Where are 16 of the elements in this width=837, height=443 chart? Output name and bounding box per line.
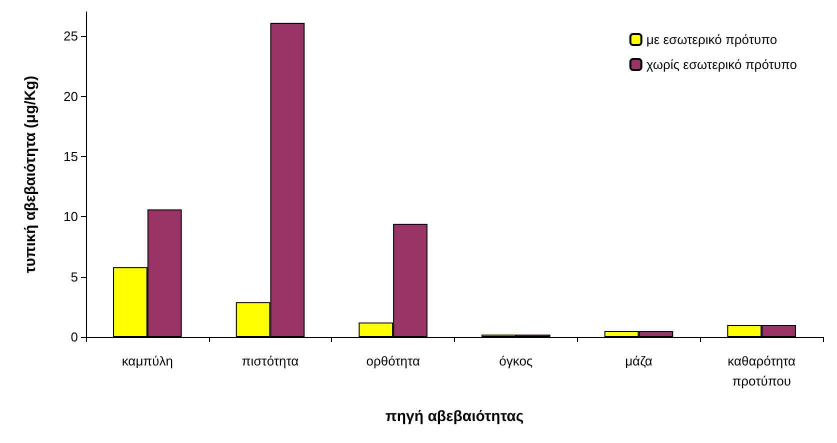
x-tick-label: ορθότητα [366,354,420,368]
x-tick-label: όγκος [499,354,533,368]
legend-label: χωρίς εσωτερικό πρότυπο [646,57,798,72]
y-axis-title: τυπική αβεβαιότητα (μg/Kg) [22,76,39,274]
y-tick-label: 15 [64,148,78,164]
x-tick-label: μάζα [625,354,653,368]
x-tick-label: καθαρότητα προτύπου [728,354,796,388]
x-tick-label: πιστότητα [242,354,300,368]
y-tick-label: 10 [64,209,78,224]
y-tick-label: 0 [70,330,78,344]
y-tick-label: 25 [64,28,78,44]
y-tick-label: 20 [64,88,78,104]
x-tick-label: καμπύλη [122,354,173,368]
x-axis-title: πηγή αβεβαιότητας [385,408,524,425]
legend-label: με εσωτερικό πρότυπο [646,32,778,47]
y-tick-label: 5 [70,269,78,284]
